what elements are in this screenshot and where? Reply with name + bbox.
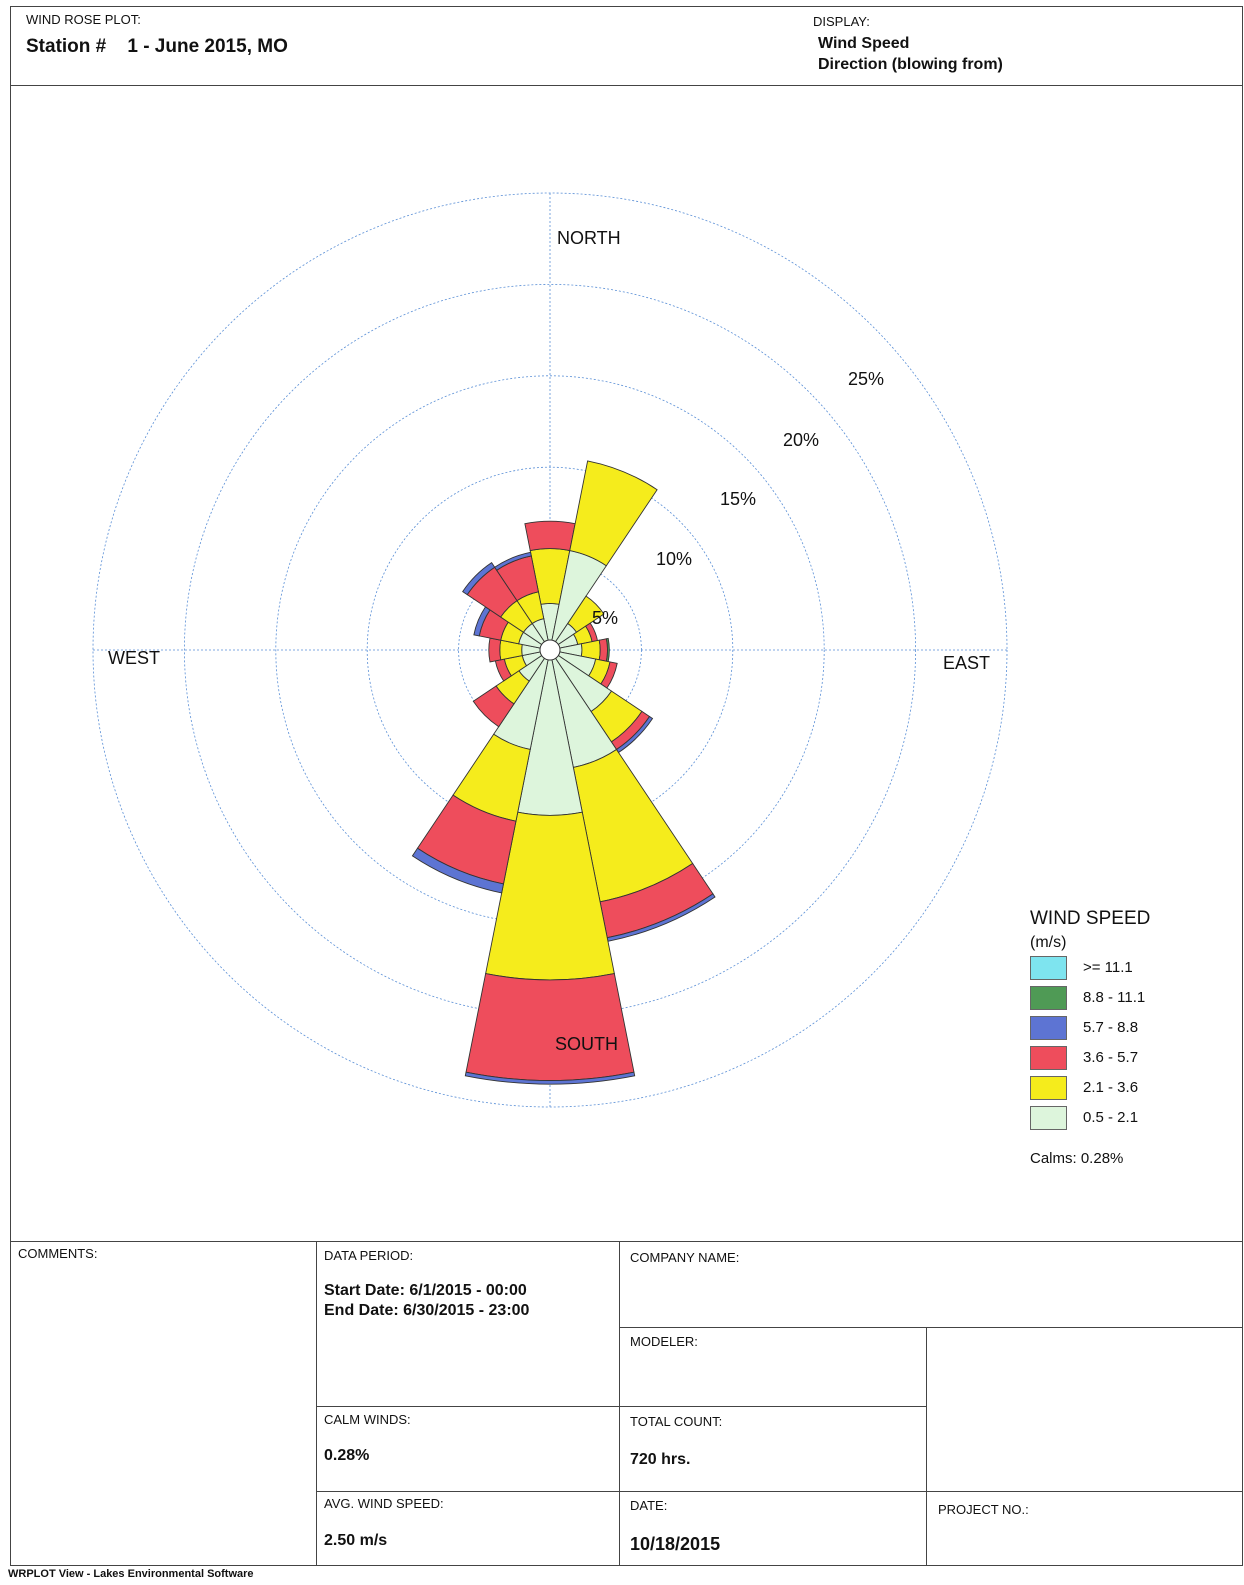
comments-label: COMMENTS: — [18, 1246, 98, 1261]
ring-label: 10% — [656, 549, 692, 569]
table-col-2 — [619, 1241, 620, 1566]
company-name-label: COMPANY NAME: — [630, 1250, 740, 1265]
project-no-label: PROJECT NO.: — [938, 1502, 1029, 1517]
legend-label: 0.5 - 2.1 — [1083, 1109, 1139, 1126]
legend-swatch — [1030, 1016, 1067, 1040]
legend-swatch — [1030, 1106, 1067, 1130]
display-label: DISPLAY: — [813, 14, 870, 29]
legend-swatch — [1030, 986, 1067, 1010]
petal-segment — [411, 847, 505, 894]
calm-circle — [539, 639, 561, 661]
petal-segment — [464, 1071, 636, 1085]
direction-label: SOUTH — [555, 1034, 618, 1054]
plot-label: WIND ROSE PLOT: — [26, 12, 141, 27]
legend-label: 5.7 - 8.8 — [1083, 1019, 1139, 1036]
table-row-company — [619, 1327, 1243, 1328]
petal-segment — [598, 638, 608, 662]
ring-label: 5% — [592, 608, 618, 628]
table-row-calm — [316, 1406, 927, 1407]
start-date: Start Date: 6/1/2015 - 00:00 — [324, 1282, 527, 1299]
table-row-avg — [316, 1491, 1243, 1492]
display-value: Wind Speed — [818, 35, 910, 52]
header-divider — [10, 85, 1243, 86]
petal-segment — [524, 520, 576, 552]
legend-swatch — [1030, 1046, 1067, 1070]
date-label: DATE: — [630, 1498, 668, 1513]
legend-calms: Calms: 0.28% — [1030, 1150, 1124, 1167]
total-count-value: 720 hrs. — [630, 1451, 691, 1468]
legend-label: 3.6 - 5.7 — [1083, 1049, 1139, 1066]
ring-label: 15% — [720, 489, 756, 509]
direction-label: WEST — [108, 648, 160, 668]
petal-segment — [472, 685, 515, 728]
legend-label: 2.1 - 3.6 — [1083, 1079, 1139, 1096]
petal-segment — [465, 973, 635, 1081]
grid-ring — [366, 466, 734, 834]
report-frame — [10, 6, 1243, 1566]
direction-label: NORTH — [557, 228, 621, 248]
data-period-label: DATA PERIOD: — [324, 1248, 414, 1263]
avg-speed-label: AVG. WIND SPEED: — [324, 1496, 444, 1511]
legend-label: >= 11.1 — [1083, 959, 1133, 976]
total-count-label: TOTAL COUNT: — [630, 1414, 723, 1429]
ring-label: 25% — [848, 369, 884, 389]
table-col-3 — [926, 1327, 927, 1566]
legend-swatch — [1030, 1076, 1067, 1100]
legend-label: 8.8 - 11.1 — [1083, 989, 1146, 1006]
date-value: 10/18/2015 — [630, 1534, 721, 1554]
end-date: End Date: 6/30/2015 - 23:00 — [324, 1302, 530, 1319]
calm-winds-label: CALM WINDS: — [324, 1412, 411, 1427]
legend-swatch — [1030, 956, 1067, 980]
petal-segment — [462, 562, 496, 596]
direction-label: EAST — [943, 653, 990, 673]
avg-speed-value: 2.50 m/s — [324, 1532, 388, 1549]
petal-segment — [569, 460, 658, 567]
footer-credit: WRPLOT View - Lakes Environmental Softwa… — [8, 1568, 254, 1580]
ring-label: 20% — [783, 430, 819, 450]
modeler-label: MODELER: — [630, 1334, 698, 1349]
grid-ring — [183, 283, 917, 1017]
petal-segment — [567, 595, 605, 633]
calm-winds-value: 0.28% — [324, 1447, 370, 1464]
petal-segment — [488, 637, 502, 663]
station-title: Station # 1 - June 2015, MO — [26, 36, 288, 57]
table-col-1 — [316, 1241, 317, 1566]
display-direction: Direction (blowing from) — [818, 56, 1003, 73]
legend-title: WIND SPEED — [1030, 908, 1151, 929]
table-top-rule — [10, 1241, 1243, 1242]
grid-ring — [275, 375, 825, 925]
petal-segment — [494, 551, 532, 571]
legend-unit: (m/s) — [1030, 934, 1067, 951]
